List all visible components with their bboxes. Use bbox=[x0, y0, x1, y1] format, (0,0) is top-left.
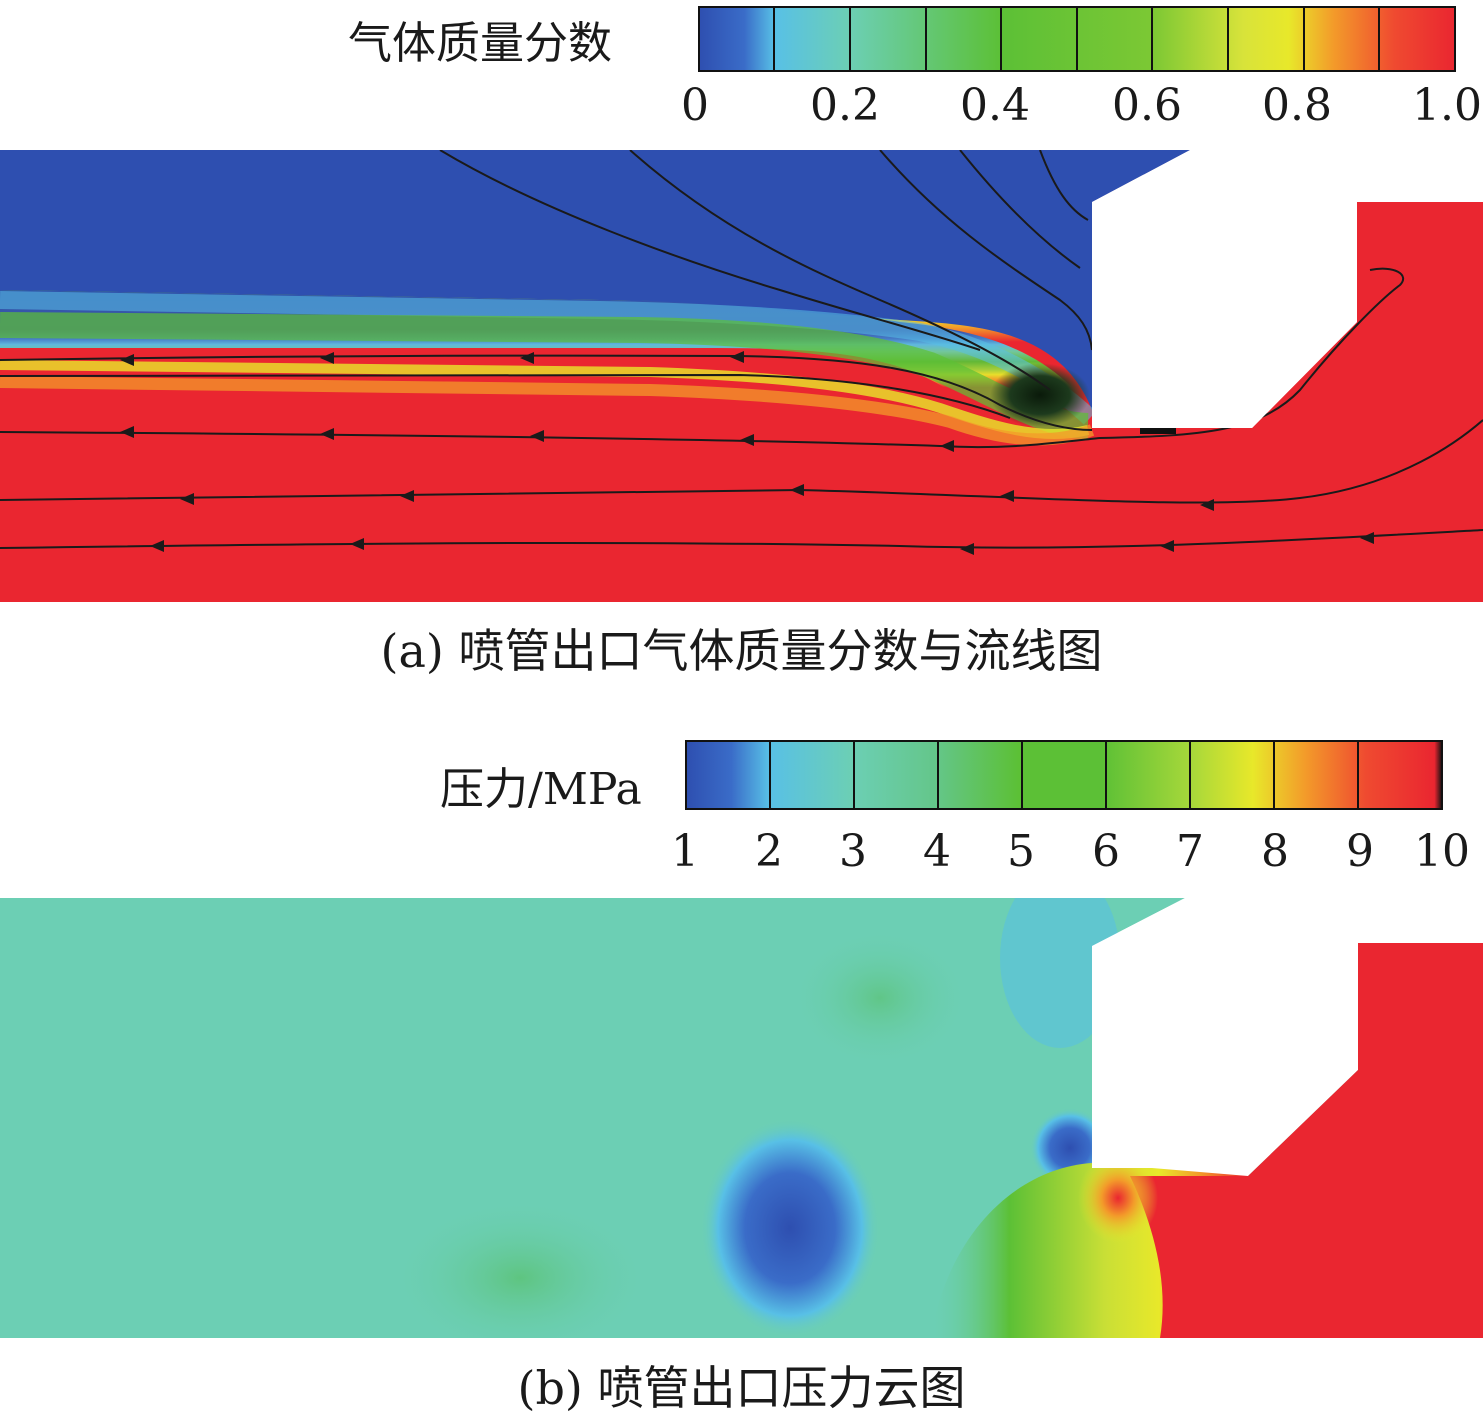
colorbar-a-tick-4: 0.8 bbox=[1262, 80, 1332, 131]
colorbar-a-tick-0: 0 bbox=[681, 80, 709, 131]
colorbar-b-tick-7: 7 bbox=[1176, 826, 1204, 877]
colorbar-a-tick-2: 0.4 bbox=[960, 80, 1030, 131]
colorbar-a-tick-3: 0.6 bbox=[1112, 80, 1182, 131]
colorbar-b-tick-4: 4 bbox=[923, 826, 951, 877]
colorbar-b bbox=[685, 740, 1443, 810]
colorbar-b-tick-1: 1 bbox=[671, 826, 699, 877]
colorbar-b-tick-9: 9 bbox=[1346, 826, 1374, 877]
colorbar-b-tick-8: 8 bbox=[1261, 826, 1289, 877]
colorbar-a bbox=[698, 6, 1456, 72]
colorbar-a-tick-5: 1.0 bbox=[1412, 80, 1482, 131]
caption-b: (b) 喷管出口压力云图 bbox=[517, 1361, 966, 1415]
gas-fraction-contour bbox=[0, 150, 1483, 602]
caption-a: (a) 喷管出口气体质量分数与流线图 bbox=[380, 624, 1103, 678]
colorbar-a-label: 气体质量分数 bbox=[348, 18, 612, 69]
colorbar-b-tick-6: 6 bbox=[1092, 826, 1120, 877]
colorbar-b-tick-10: 10 bbox=[1414, 826, 1470, 877]
colorbar-b-tick-3: 3 bbox=[839, 826, 867, 877]
colorbar-b-tick-2: 2 bbox=[755, 826, 783, 877]
colorbar-b-tick-5: 5 bbox=[1007, 826, 1035, 877]
pressure-contour bbox=[0, 898, 1483, 1338]
colorbar-a-tick-1: 0.2 bbox=[810, 80, 880, 131]
colorbar-b-label: 压力/MPa bbox=[440, 764, 642, 815]
